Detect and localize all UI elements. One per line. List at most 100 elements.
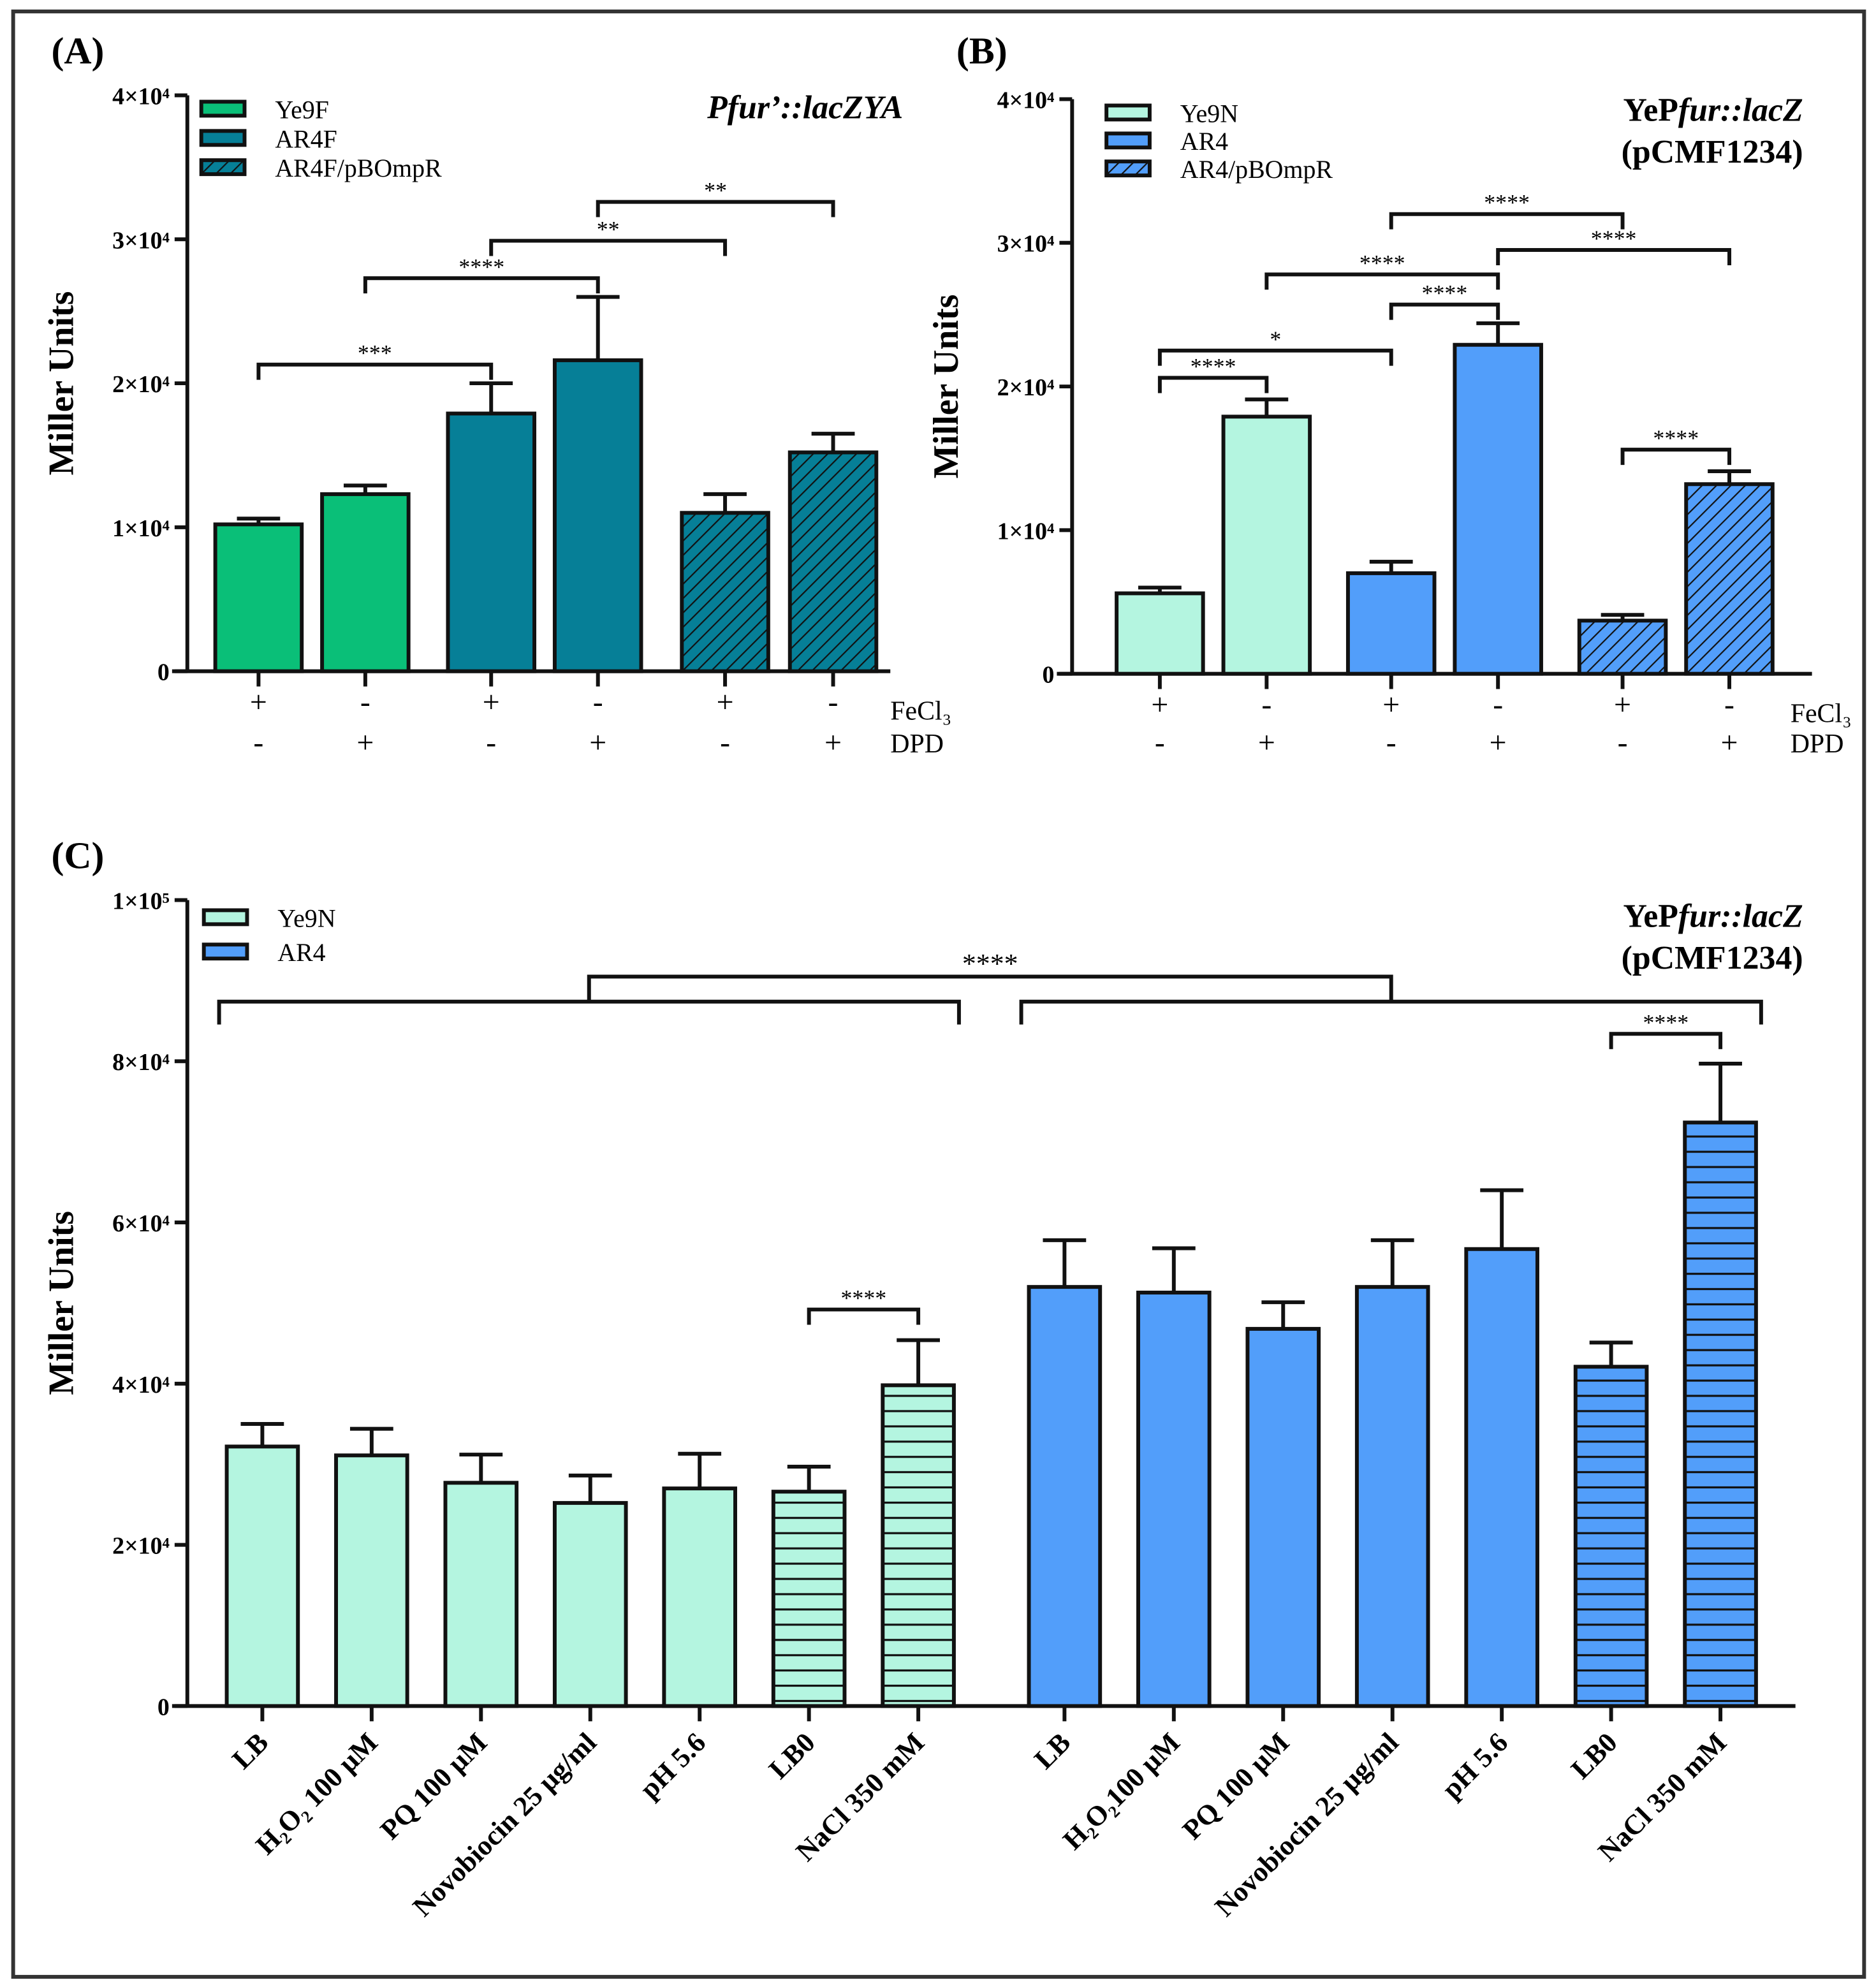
y-tick-label: 4×10⁴ bbox=[112, 83, 170, 110]
significance-label: **** bbox=[1653, 425, 1699, 451]
dpd-sign: + bbox=[589, 726, 606, 759]
bar-ye9n bbox=[1221, 414, 1312, 676]
y-tick-label: 1×10⁴ bbox=[112, 515, 170, 542]
chart-title: Pfur’::lacZYA bbox=[707, 89, 903, 126]
panel-label: (B) bbox=[956, 30, 1008, 72]
y-tick-label: 3×10⁴ bbox=[112, 227, 170, 254]
fecl3-sign: - bbox=[360, 685, 370, 719]
title-segment: YeP bbox=[1623, 92, 1678, 128]
group-comparison-bracket bbox=[587, 974, 1393, 1002]
significance-label: **** bbox=[458, 254, 504, 279]
chart-subtitle: (pCMF1234) bbox=[1622, 134, 1803, 170]
significance-bracket bbox=[1264, 272, 1500, 290]
dpd-sign: + bbox=[356, 726, 374, 759]
bar-ar4-pbompr bbox=[1684, 482, 1775, 676]
bar-ar4 bbox=[1345, 571, 1437, 676]
significance-bracket bbox=[1157, 348, 1393, 366]
y-tick-label: 2×10⁴ bbox=[112, 371, 170, 398]
fecl3-sign: - bbox=[828, 685, 839, 719]
dpd-sign: + bbox=[1258, 726, 1275, 759]
bar-ar4 bbox=[1453, 342, 1543, 676]
fecl3-sign: - bbox=[1493, 687, 1503, 721]
bar-ar4f bbox=[552, 358, 643, 673]
legend-label: AR4 bbox=[1180, 127, 1228, 156]
significance-label: **** bbox=[840, 1286, 886, 1311]
title-segment: fur::lacZ bbox=[1678, 92, 1803, 128]
dpd-sign: - bbox=[486, 726, 496, 759]
significance-label: **** bbox=[1643, 1009, 1689, 1035]
significance-label: **** bbox=[1591, 226, 1637, 251]
legend-swatch bbox=[1104, 131, 1152, 150]
title-segment: fur::lacZ bbox=[1678, 898, 1803, 934]
legend-label: AR4/pBOmpR bbox=[1180, 155, 1333, 184]
bar-ye9n bbox=[334, 1453, 409, 1708]
bar-ar4-pbompr bbox=[1577, 619, 1668, 676]
y-tick-label: 6×10⁴ bbox=[112, 1210, 170, 1237]
y-tick-label: 1×10⁵ bbox=[112, 888, 170, 914]
y-tick-label: 8×10⁴ bbox=[112, 1049, 170, 1076]
significance-bracket bbox=[807, 1307, 921, 1325]
bar-ar4f-pbompr bbox=[788, 450, 879, 673]
y-tick-label: 1×10⁴ bbox=[997, 518, 1055, 545]
row-label-fecl3: FeCl₃ bbox=[1791, 699, 1852, 728]
dpd-sign: + bbox=[824, 726, 842, 759]
significance-bracket bbox=[1620, 448, 1732, 466]
fecl3-sign: + bbox=[1151, 687, 1168, 721]
legend-label: Ye9F bbox=[275, 95, 329, 124]
legend-label: AR4 bbox=[277, 938, 325, 967]
dpd-sign: + bbox=[1490, 726, 1507, 759]
y-tick-label: 2×10⁴ bbox=[112, 1533, 170, 1560]
significance-bracket bbox=[1609, 1032, 1723, 1050]
bar-ar4 bbox=[1354, 1285, 1430, 1708]
significance-bracket bbox=[1389, 302, 1500, 320]
y-tick-label: 4×10⁴ bbox=[997, 87, 1055, 114]
title-segment: lacZYA bbox=[803, 89, 903, 126]
y-axis-label: Miller Units bbox=[41, 291, 81, 476]
significance-label: **** bbox=[1359, 250, 1405, 275]
fecl3-sign: + bbox=[717, 685, 734, 719]
significance-bracket bbox=[489, 238, 728, 256]
title-segment: fur bbox=[728, 89, 770, 126]
fecl3-sign: + bbox=[250, 685, 267, 719]
row-label-dpd: DPD bbox=[890, 730, 944, 759]
y-tick-label: 0 bbox=[158, 1694, 170, 1720]
legend-swatch bbox=[199, 158, 247, 177]
significance-label: **** bbox=[1422, 281, 1468, 306]
y-tick-label: 2×10⁴ bbox=[997, 374, 1055, 401]
title-segment: P bbox=[707, 89, 728, 126]
y-axis-label: Miller Units bbox=[41, 1211, 81, 1395]
y-tick-label: 4×10⁴ bbox=[112, 1372, 170, 1398]
significance-bracket bbox=[363, 276, 600, 294]
fecl3-sign: - bbox=[1261, 687, 1271, 721]
title-segment: ’:: bbox=[770, 89, 803, 126]
bar-ar4 bbox=[1027, 1285, 1103, 1708]
chart-subtitle: (pCMF1234) bbox=[1622, 940, 1803, 976]
significance-label: ** bbox=[704, 178, 727, 203]
dpd-sign: - bbox=[1386, 726, 1396, 759]
legend-swatch bbox=[1104, 103, 1152, 122]
y-tick-label: 3×10⁴ bbox=[997, 231, 1055, 258]
y-tick-label: 0 bbox=[1042, 662, 1054, 689]
fecl3-sign: - bbox=[593, 685, 603, 719]
row-label-fecl3: FeCl₃ bbox=[890, 696, 951, 726]
fecl3-sign: + bbox=[483, 685, 500, 719]
bar-ye9n bbox=[552, 1500, 628, 1708]
significance-bracket bbox=[596, 200, 835, 217]
bar-ye9n bbox=[224, 1444, 300, 1708]
legend-swatch bbox=[199, 129, 247, 147]
dpd-sign: - bbox=[720, 726, 730, 759]
significance-label: * bbox=[1270, 326, 1281, 352]
chart-title: YePfur::lacZ bbox=[1623, 92, 1803, 128]
bar-ye9n bbox=[771, 1490, 847, 1708]
legend-swatch bbox=[202, 942, 249, 961]
significance-label: *** bbox=[358, 341, 392, 366]
significance-label: **** bbox=[1484, 190, 1530, 216]
dpd-sign: - bbox=[253, 726, 263, 759]
legend-label: Ye9N bbox=[277, 904, 335, 932]
row-label-dpd: DPD bbox=[1791, 730, 1844, 759]
title-segment: YeP bbox=[1623, 898, 1678, 934]
significance-bracket bbox=[1496, 248, 1732, 265]
group-bracket bbox=[1019, 999, 1763, 1025]
bar-ar4 bbox=[1683, 1120, 1758, 1708]
dpd-sign: + bbox=[1721, 726, 1738, 759]
